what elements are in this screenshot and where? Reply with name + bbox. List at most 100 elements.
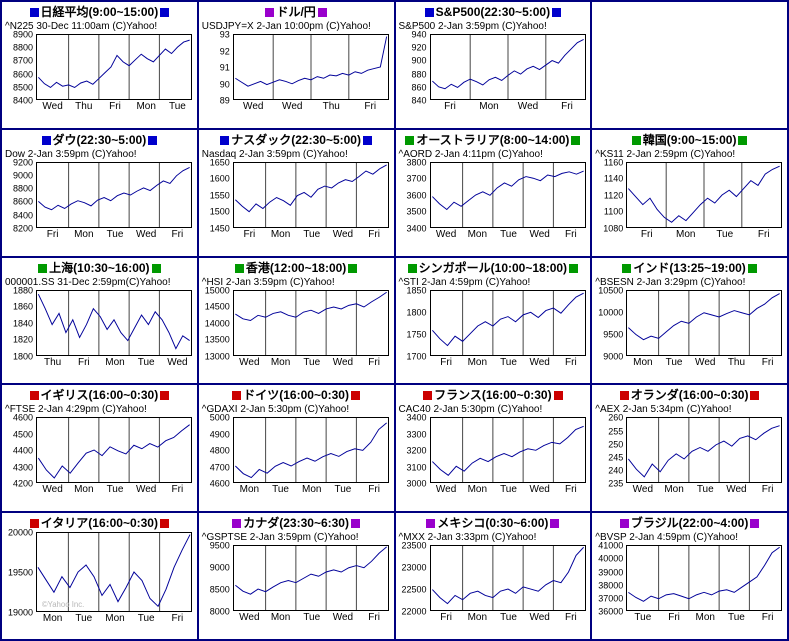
y-axis-labels: 93 92 91 90 89 [201, 30, 233, 105]
price-line-chart[interactable]: ©Yahoo Inc. [36, 532, 192, 613]
price-line-chart[interactable] [626, 417, 783, 484]
market-cell: S&P500(22:30~5:00) S&P500 2-Jan 3:59pm (… [395, 2, 591, 128]
x-tick-label: Fri [565, 612, 577, 624]
x-tick-label: Fri [565, 228, 577, 240]
right-marker-square-icon [571, 135, 581, 145]
y-axis-labels: 5000 4900 4800 4700 4600 [201, 413, 233, 488]
chart-area: 4600 4500 4400 4300 4200 Wed Mon Tue Wed Fri [4, 413, 195, 496]
x-tick-label: Fri [561, 101, 573, 112]
price-series-line [628, 547, 781, 603]
price-line-chart[interactable] [429, 161, 586, 228]
x-tick-label: Tue [500, 484, 517, 496]
price-line-chart[interactable] [232, 34, 389, 100]
y-axis-labels: 940 920 900 880 860 840 [398, 30, 430, 105]
x-tick-label: Wed [529, 612, 550, 624]
y-tick-label: 920 [411, 42, 427, 53]
x-tick-label: Thu [727, 356, 746, 368]
x-tick-label: Fri [368, 228, 380, 240]
chart-area: 3800 3700 3600 3500 3400 Wed Mon Tue Wed Fri [398, 158, 589, 241]
right-marker-square-icon [350, 391, 360, 401]
y-tick-label: 38000 [598, 580, 624, 591]
y-tick-label: 880 [411, 69, 427, 80]
market-cell: オーストラリア(8:00~14:00) ^AORD 2-Jan 4:11pm (… [395, 129, 591, 256]
price-line-chart[interactable] [626, 161, 783, 228]
price-line-chart[interactable] [232, 289, 389, 356]
price-line-chart[interactable] [36, 161, 192, 228]
right-marker-square-icon [350, 519, 360, 529]
price-line-chart[interactable] [36, 417, 192, 484]
x-tick-label: Mon [467, 484, 488, 496]
x-tick-label: Fri [368, 484, 380, 496]
y-axis-labels: 9500 9000 8500 8000 [201, 541, 233, 616]
chart-subtitle: ^MXX 2-Jan 3:33pm (C)Yahoo! [398, 532, 537, 544]
x-tick-label: Tue [168, 101, 186, 112]
y-tick-label: 19500 [7, 567, 33, 578]
left-marker-square-icon [29, 519, 39, 529]
price-line-chart[interactable] [626, 289, 783, 356]
y-tick-label: 8600 [12, 69, 33, 80]
chart-area: 1850 1800 1750 1700 Fri Mon Tue Wed Fri [398, 286, 589, 369]
x-tick-label: Fri [243, 228, 256, 240]
x-tick-label: Wed [529, 484, 550, 496]
chart-area: 8900 8800 8700 8600 8500 8400 Wed Thu Fri Mon Tue [4, 30, 195, 113]
chart-title: 日経平均(9:00~15:00) [4, 4, 195, 20]
chart-subtitle: Nasdaq 2-Jan 3:59pm (C)Yahoo! [201, 148, 348, 160]
chart-subtitle: CAC40 2-Jan 5:30pm (C)Yahoo! [398, 404, 543, 416]
chart-title: イタリア(16:00~0:30) [4, 515, 195, 531]
y-axis-labels: 8900 8800 8700 8600 8500 8400 [4, 30, 36, 105]
y-tick-label: 1120 [603, 190, 624, 201]
chart-title: シンガポール(10:00~18:00) [398, 260, 589, 276]
price-line-chart[interactable] [429, 545, 586, 612]
x-tick-label: Tue [272, 484, 289, 496]
left-marker-square-icon [29, 8, 39, 17]
price-line-chart[interactable] [626, 545, 783, 612]
chart-title: インド(13:25~19:00) [594, 260, 785, 276]
price-line-chart[interactable] [232, 545, 389, 612]
y-tick-label: 1860 [12, 301, 33, 312]
price-line-chart[interactable] [429, 289, 586, 356]
right-marker-square-icon [151, 263, 161, 273]
chart-title: ブラジル(22:00~4:00) [594, 515, 785, 531]
y-tick-label: 39000 [598, 567, 624, 578]
price-line-chart[interactable] [429, 417, 586, 484]
plot-column: Thu Fri Mon Tue Wed [36, 289, 194, 369]
chart-title-text: オランダ(16:00~0:30) [630, 388, 749, 403]
y-tick-label: 92 [219, 46, 230, 56]
price-line-chart[interactable] [36, 289, 192, 356]
y-tick-label: 22000 [401, 606, 427, 617]
x-axis-labels: Thu Fri Mon Tue Wed [36, 356, 194, 369]
price-series-line [431, 547, 584, 605]
market-cell: 上海(10:30~16:00) 000001.SS 31-Dec 2:59pm(… [2, 257, 197, 384]
y-tick-label: 4600 [209, 478, 230, 489]
price-line-chart[interactable] [36, 34, 192, 100]
chart-title-text: 日経平均(9:00~15:00) [40, 5, 159, 19]
x-tick-label: Mon [270, 228, 291, 240]
price-series-line [628, 165, 781, 223]
y-tick-label: 9000 [12, 170, 33, 181]
y-tick-label: 8600 [12, 196, 33, 207]
y-tick-label: 4200 [12, 478, 33, 489]
plot-column: Fri Mon Tue Fri [626, 161, 784, 241]
market-cell: 韓国(9:00~15:00) ^KS11 2-Jan 2:59pm (C)Yah… [592, 129, 787, 256]
x-tick-label: Tue [334, 484, 352, 496]
price-series-line [234, 546, 387, 595]
market-cell [592, 2, 787, 128]
x-axis-labels: Wed Mon Tue Wed Fri [626, 483, 784, 496]
price-line-chart[interactable] [232, 417, 389, 484]
x-axis-labels: Mon Tue Mon Tue Fri [233, 483, 391, 496]
chart-title-text: オーストラリア(8:00~14:00) [416, 132, 570, 147]
market-cell: ドル/円 USDJPY=X 2-Jan 10:00pm (C)Yahoo! 93… [198, 2, 394, 128]
x-tick-label: Mon [467, 612, 488, 624]
x-tick-label: Wed [332, 356, 354, 368]
y-tick-label: 3300 [406, 429, 427, 440]
chart-area: 93 92 91 90 89 Wed Wed Thu Fri [201, 30, 392, 113]
y-tick-label: 9000 [209, 562, 230, 573]
y-axis-labels: 3400 3300 3200 3100 3000 [398, 413, 430, 488]
market-cell: 日経平均(9:00~15:00) ^N225 30-Dec 11:00am (C… [2, 2, 197, 128]
plot-column: Wed Mon Tue Wed Fri [232, 289, 391, 369]
y-axis-labels: 10500 10000 9500 9000 [594, 286, 626, 361]
left-marker-square-icon [423, 391, 433, 401]
price-line-chart[interactable] [232, 161, 389, 228]
price-line-chart[interactable] [429, 34, 586, 100]
x-tick-label: Fri [565, 484, 577, 496]
